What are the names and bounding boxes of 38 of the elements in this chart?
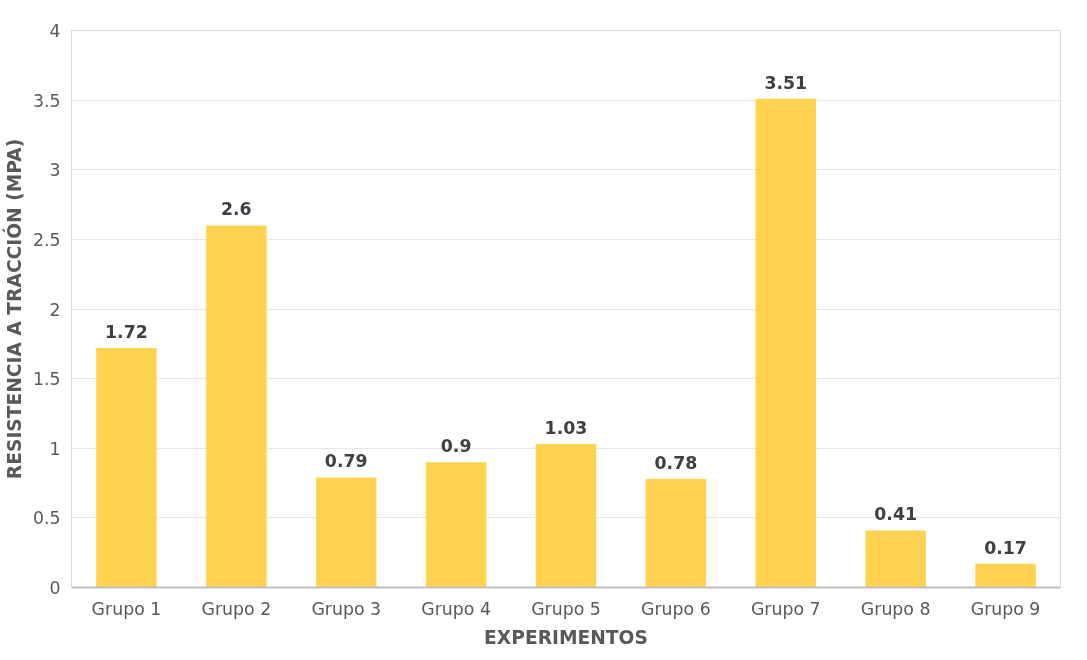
bar: [865, 530, 926, 588]
data-label: 0.41: [874, 504, 918, 525]
y-tick-label: 3.5: [32, 90, 61, 111]
data-label: 1.72: [105, 321, 148, 342]
bar: [755, 98, 816, 588]
y-axis-title: RESISTENCIA A TRACCIÓN (MPA): [1, 138, 25, 480]
data-label: 1.03: [544, 418, 588, 439]
x-tick-label: Grupo 1: [91, 598, 162, 619]
x-axis-title: EXPERIMENTOS: [484, 626, 648, 648]
bar: [535, 444, 597, 588]
bar: [645, 478, 707, 588]
data-label: 2.6: [220, 199, 252, 220]
x-tick-label: Grupo 7: [750, 598, 821, 619]
y-tick-label: 0: [49, 578, 61, 598]
bar: [425, 462, 487, 588]
x-tick-label: Grupo 8: [860, 598, 931, 619]
data-label: 0.17: [984, 537, 1027, 558]
y-tick-label: 2: [49, 299, 61, 320]
bar: [975, 563, 1036, 588]
x-tick-label: Grupo 6: [641, 598, 711, 619]
bar: [96, 347, 157, 588]
data-label: 0.9: [440, 436, 472, 457]
x-tick-label: Grupo 5: [531, 598, 601, 619]
y-tick-label: 1: [49, 438, 61, 459]
bar: [206, 225, 267, 588]
x-tick-label: Grupo 2: [201, 598, 272, 619]
data-label: 3.51: [764, 72, 808, 93]
x-tick-label: Grupo 3: [311, 598, 382, 619]
x-tick-label: Grupo 4: [421, 598, 491, 619]
data-label: 0.78: [654, 452, 698, 473]
x-tick-label: Grupo 9: [970, 598, 1041, 619]
data-label: 0.79: [324, 451, 368, 472]
y-tick-label: 2.5: [32, 229, 61, 250]
y-tick-label: 3: [49, 160, 61, 181]
y-tick-label: 1.5: [32, 369, 61, 390]
y-tick-label: 0.5: [32, 508, 61, 529]
y-tick-label: 4: [49, 21, 61, 41]
bar: [316, 477, 377, 588]
